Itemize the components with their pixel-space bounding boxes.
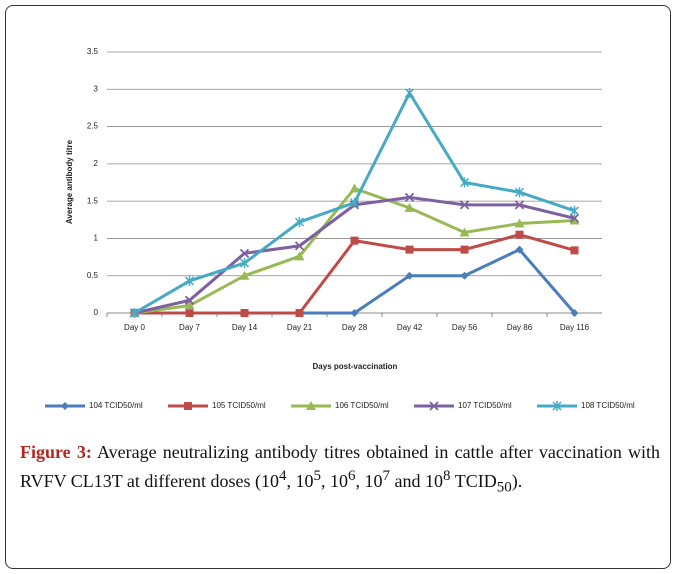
legend-label: 106 TCID50/ml <box>335 401 389 410</box>
legend-label: 108 TCID50/ml <box>581 401 635 410</box>
marker <box>306 401 316 410</box>
sup: 8 <box>443 468 451 484</box>
marker <box>404 88 415 99</box>
series-line <box>134 247 576 315</box>
y-axis-label: Average antibody titre <box>65 139 74 224</box>
marker <box>514 187 525 198</box>
marker <box>129 308 140 318</box>
x-tick-label: Day 86 <box>507 323 533 332</box>
marker <box>514 200 525 210</box>
marker <box>294 241 305 251</box>
marker <box>552 401 562 411</box>
marker <box>405 245 414 254</box>
x-tick-label: Day 0 <box>124 323 145 332</box>
marker <box>459 177 470 188</box>
marker <box>350 309 359 317</box>
caption-label: Figure 3: <box>20 442 92 462</box>
x-tick-label: Day 28 <box>342 323 368 332</box>
legend-label: 105 TCID50/ml <box>212 401 266 410</box>
marker <box>404 192 415 203</box>
marker <box>184 402 192 410</box>
caption: Figure 3: Average neutralizing antibody … <box>20 440 660 500</box>
marker <box>429 401 439 411</box>
marker <box>570 246 579 255</box>
y-tick-label: 3.5 <box>87 47 99 56</box>
marker <box>460 271 469 280</box>
caption-text: and 10 <box>390 471 444 491</box>
marker <box>569 213 580 223</box>
x-tick-label: Day 42 <box>397 323 423 332</box>
legend-label: 107 TCID50/ml <box>458 401 512 410</box>
marker <box>569 205 580 216</box>
marker <box>295 309 304 317</box>
marker <box>294 217 305 228</box>
sup: 4 <box>279 468 287 484</box>
marker <box>570 309 579 317</box>
marker <box>184 275 195 286</box>
marker <box>239 248 250 258</box>
x-tick-label: Day 14 <box>232 323 258 332</box>
caption-text: ). <box>511 471 523 491</box>
caption-text: Average neutralizing antibody titres obt… <box>20 442 660 491</box>
figure-frame <box>5 5 671 569</box>
sub: 50 <box>496 479 512 496</box>
marker <box>515 245 524 254</box>
sup: 6 <box>348 468 356 484</box>
y-tick-label: 1.5 <box>87 196 99 205</box>
x-tick-label: Day 21 <box>287 323 313 332</box>
marker <box>514 218 525 228</box>
marker <box>349 197 360 208</box>
y-tick-label: 0.5 <box>87 271 99 280</box>
marker <box>569 215 580 225</box>
marker <box>185 309 194 317</box>
y-tick-label: 2.5 <box>87 122 99 131</box>
marker <box>459 200 470 210</box>
y-tick-label: 1 <box>94 234 99 243</box>
marker <box>184 295 195 305</box>
marker <box>459 227 470 237</box>
y-tick-label: 0 <box>94 308 99 317</box>
legend-label: 104 TCID50/ml <box>89 401 143 410</box>
marker <box>515 230 524 239</box>
y-tick-label: 2 <box>94 159 99 168</box>
marker <box>460 245 469 254</box>
chart: Average antibody titre Days post-vaccina… <box>45 47 635 411</box>
y-tick-label: 3 <box>94 84 99 93</box>
marker <box>294 251 305 261</box>
marker <box>350 236 359 245</box>
marker <box>239 270 250 280</box>
marker <box>240 309 249 317</box>
x-axis-label: Days post-vaccination <box>313 362 398 371</box>
caption-text: TCID <box>450 471 497 491</box>
caption-text: , 10 <box>321 471 349 491</box>
x-tick-label: Day 56 <box>452 323 478 332</box>
marker <box>61 402 69 410</box>
x-tick-label: Day 116 <box>560 323 590 332</box>
marker <box>405 271 414 280</box>
marker <box>404 202 415 212</box>
caption-text: , 10 <box>286 471 314 491</box>
marker <box>184 300 195 310</box>
marker <box>349 183 360 193</box>
sup: 5 <box>313 468 322 484</box>
sup: 7 <box>382 468 391 484</box>
x-tick-label: Day 7 <box>179 323 200 332</box>
caption-text: , 10 <box>355 471 383 491</box>
marker <box>239 258 250 269</box>
